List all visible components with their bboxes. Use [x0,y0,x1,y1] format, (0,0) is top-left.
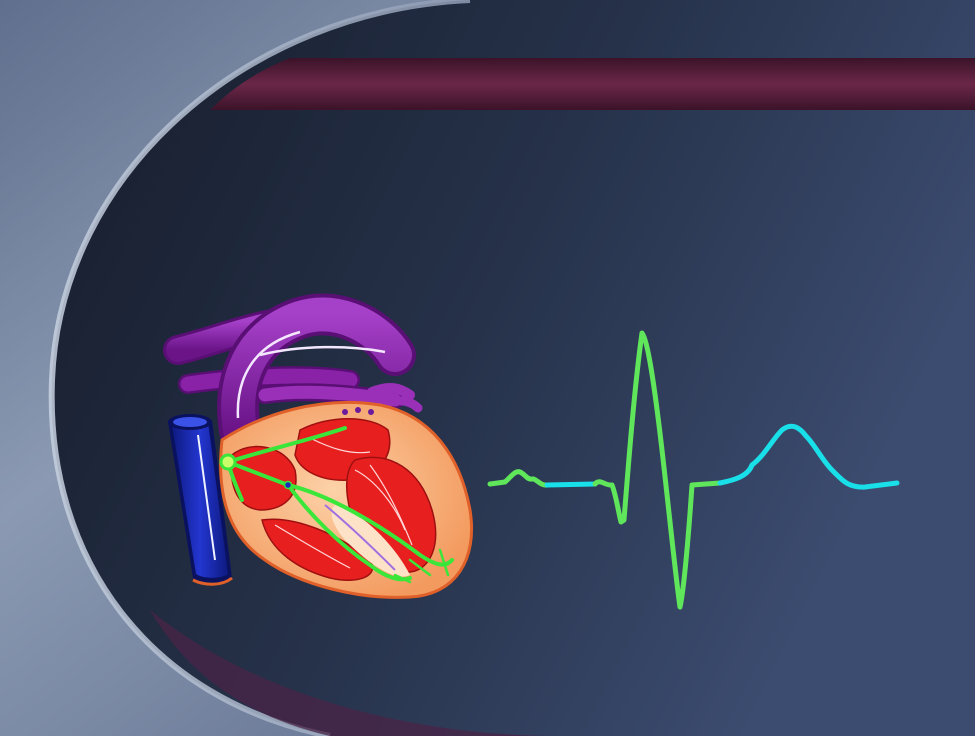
slide-header-band [205,53,975,115]
aorta-icon [163,293,423,451]
atrioventricular-node [283,480,293,490]
ecg-qrs-complex [592,330,723,610]
conduction-pathway [219,426,454,584]
heart-conduction-system-icon [163,293,473,599]
ecg-waveform-icon [487,330,900,610]
ecg-t-wave [717,423,900,490]
ecg-pr-segment [544,481,598,488]
slide-bottom-sweep [150,610,560,736]
slide-panel-rim [48,0,471,736]
heart-chambers [230,407,437,582]
sinoatrial-node [219,453,237,471]
ecg-p-wave [487,469,550,488]
vena-cava-icon [168,414,233,586]
